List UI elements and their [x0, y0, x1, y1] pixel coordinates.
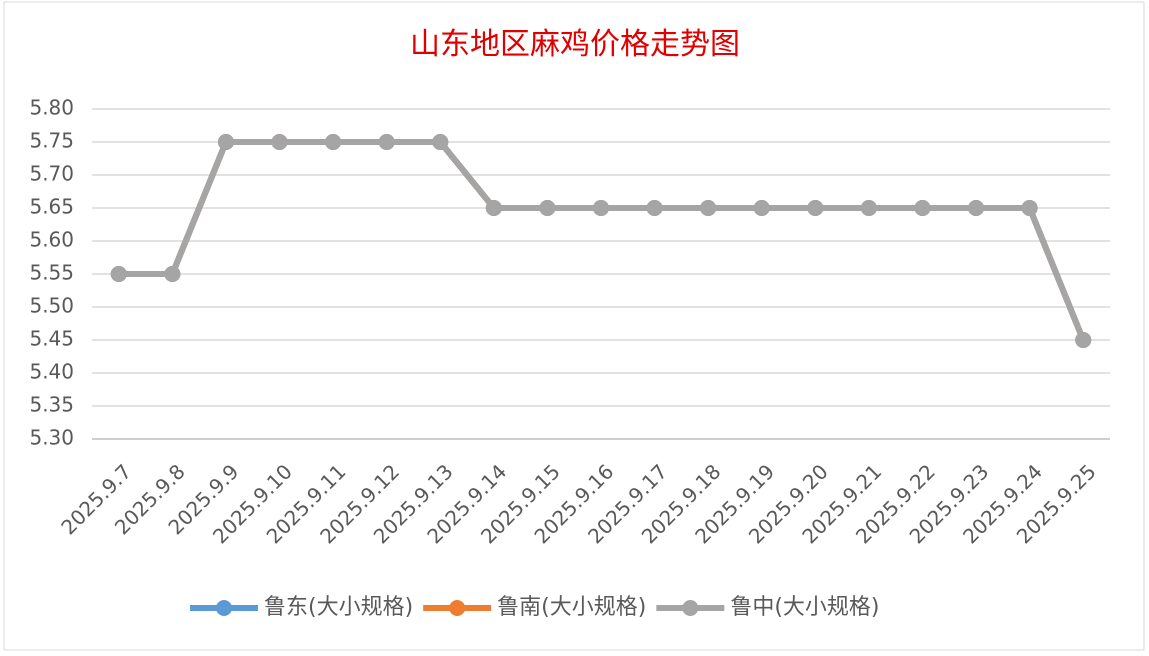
y-tick-label: 5.80 — [29, 96, 74, 120]
y-tick-label: 5.50 — [29, 294, 74, 318]
y-tick-label: 5.70 — [29, 162, 74, 186]
data-point — [325, 134, 342, 150]
data-point — [1075, 332, 1092, 348]
y-tick-label: 5.40 — [29, 360, 74, 384]
data-point — [164, 266, 181, 282]
chart-title: 山东地区麻鸡价格走势图 — [410, 27, 740, 62]
data-point — [914, 200, 931, 216]
data-point — [968, 200, 985, 216]
data-point — [753, 200, 770, 216]
y-tick-label: 5.75 — [29, 129, 74, 153]
chart-area — [3, 1, 1145, 651]
data-point — [646, 200, 663, 216]
y-tick-label: 5.30 — [29, 426, 74, 450]
legend-label: 鲁东(大小规格) — [264, 595, 413, 620]
data-point — [432, 134, 449, 150]
legend-label: 鲁中(大小规格) — [730, 595, 879, 620]
y-tick-label: 5.35 — [29, 393, 74, 417]
data-point — [1021, 200, 1038, 216]
y-tick-label: 5.65 — [29, 195, 74, 219]
y-tick-label: 5.45 — [29, 327, 74, 351]
data-point — [217, 134, 234, 150]
data-point — [485, 200, 502, 216]
data-point — [110, 266, 127, 282]
y-tick-label: 5.60 — [29, 228, 74, 252]
legend-label: 鲁南(大小规格) — [497, 595, 646, 620]
legend-marker — [449, 600, 466, 616]
data-point — [593, 200, 609, 216]
data-point — [860, 200, 877, 216]
data-point — [807, 200, 824, 216]
data-point — [378, 134, 395, 150]
legend-marker — [216, 600, 232, 616]
data-point — [700, 200, 717, 216]
y-tick-label: 5.55 — [29, 261, 74, 285]
legend-marker — [682, 600, 699, 616]
data-point — [271, 134, 288, 150]
data-point — [539, 200, 556, 216]
